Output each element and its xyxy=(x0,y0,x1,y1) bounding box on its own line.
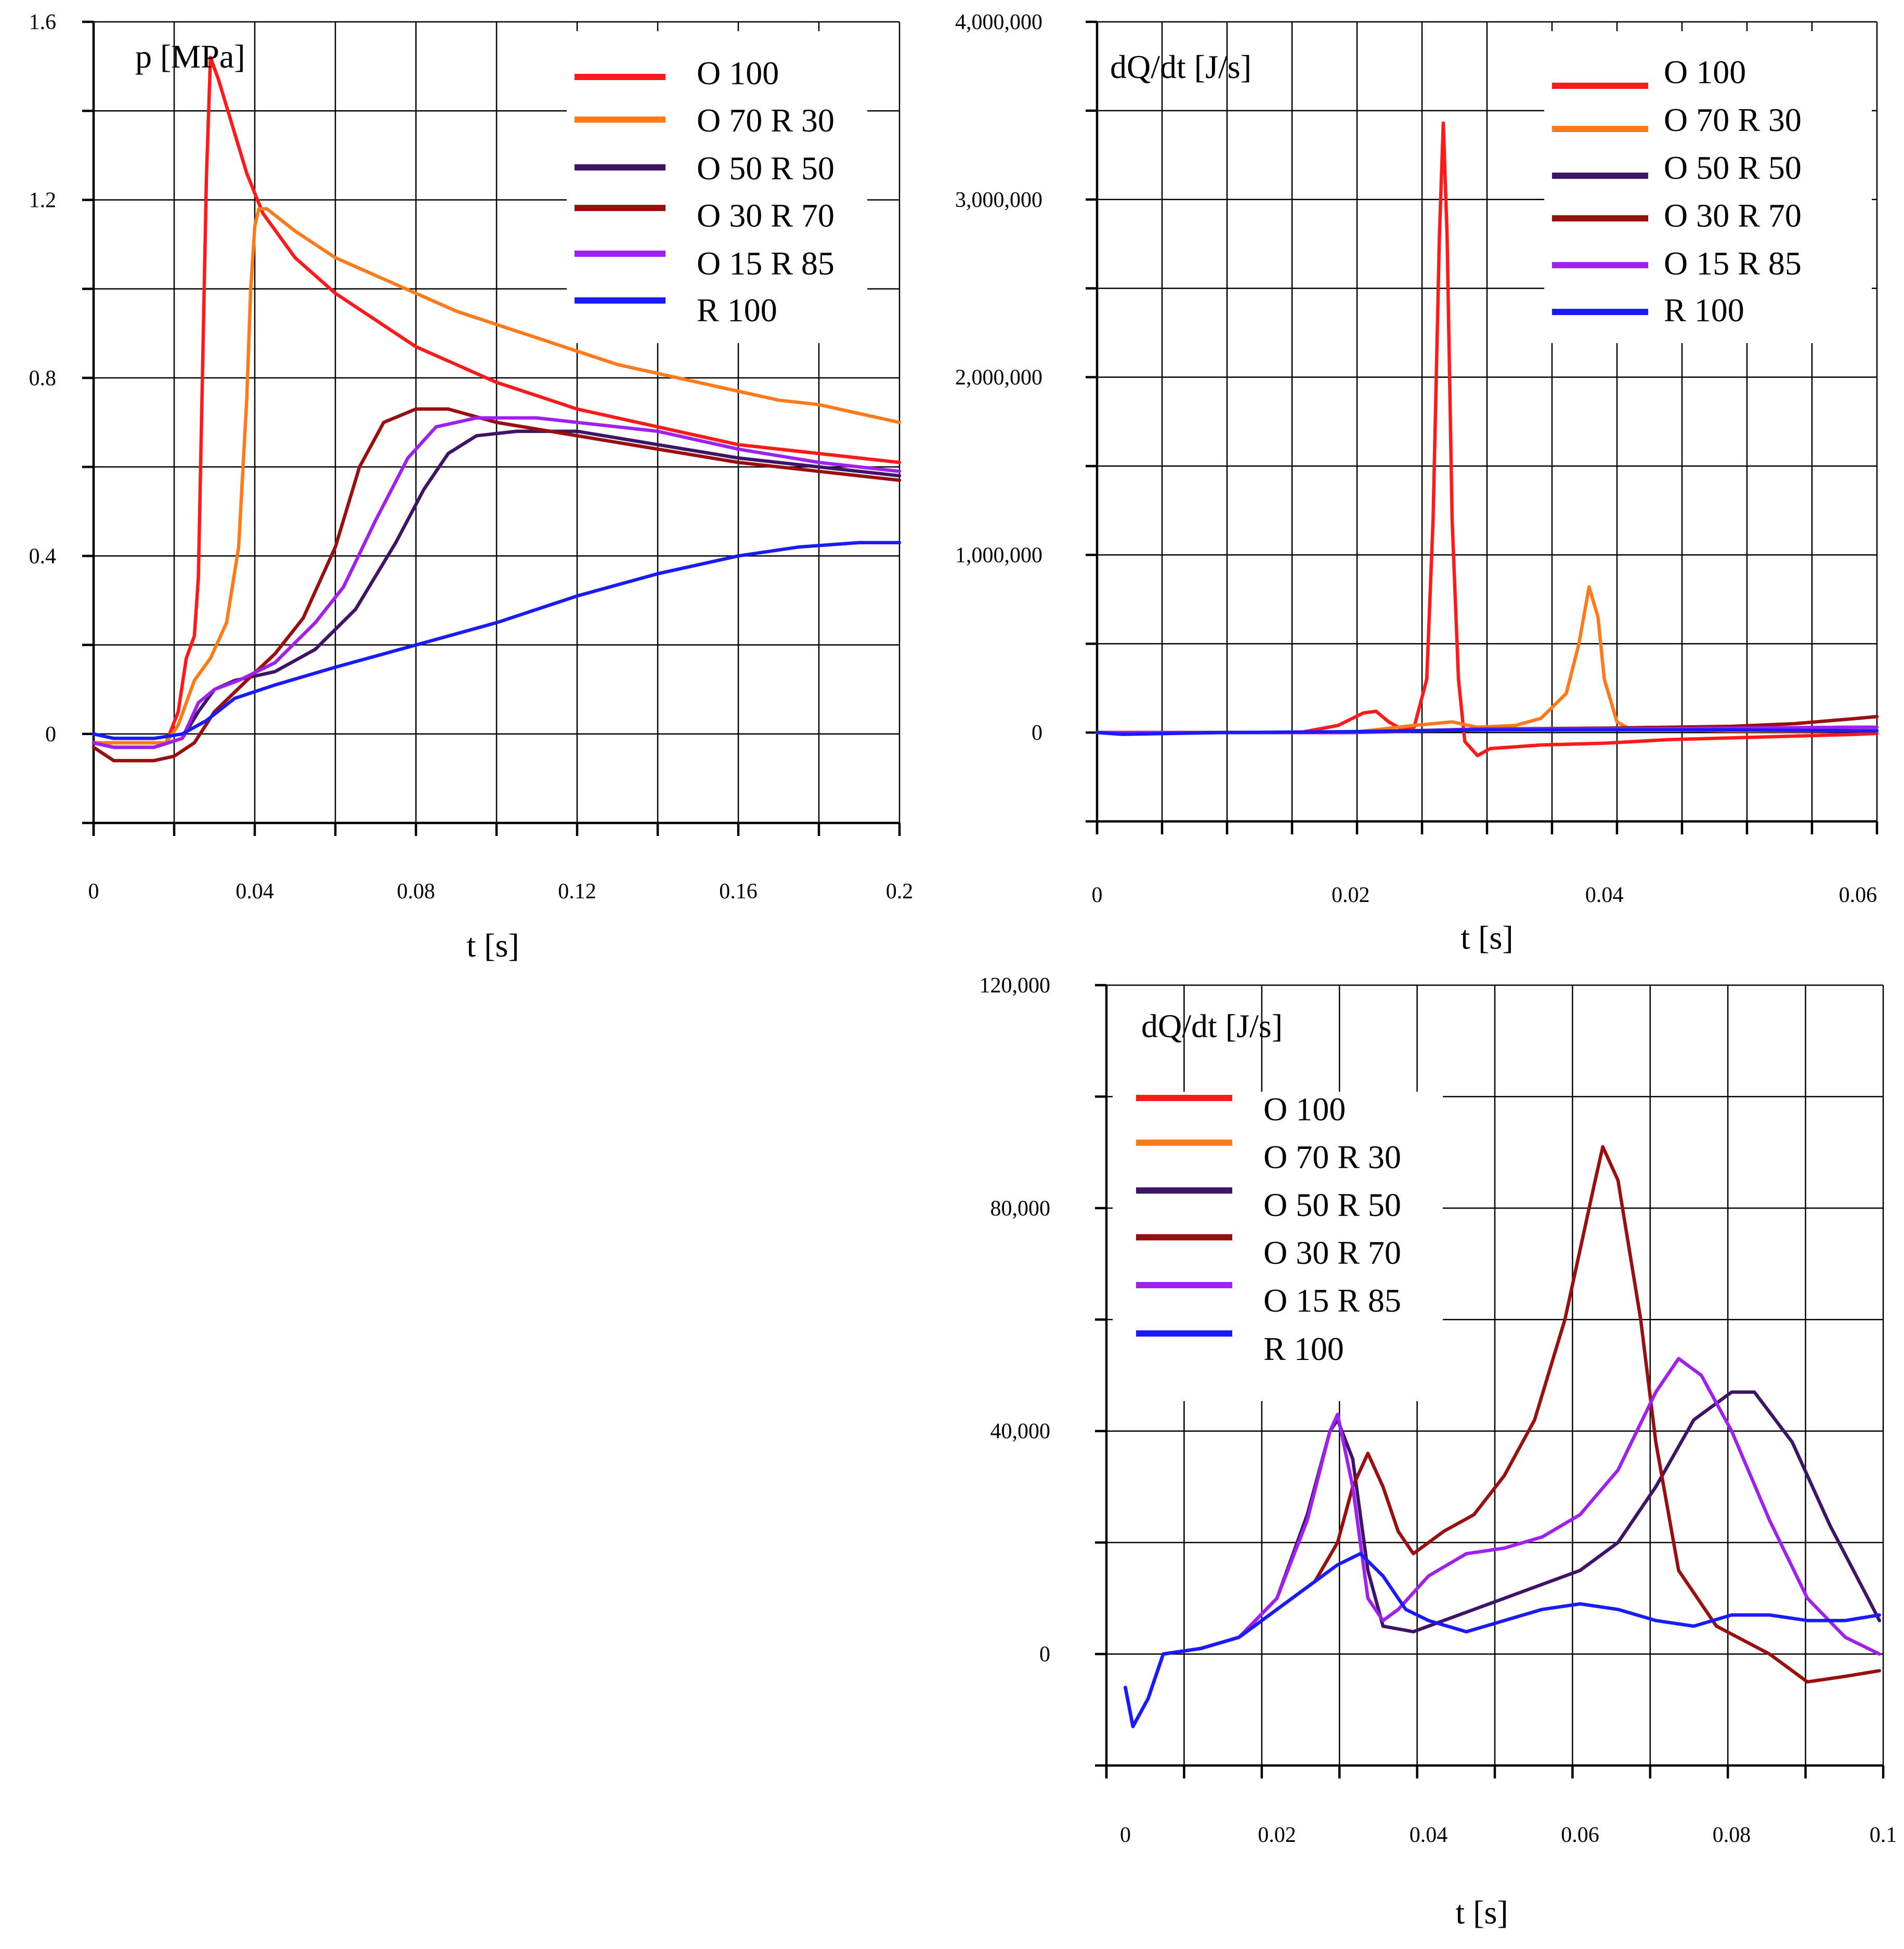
y-tick-label: 80,000 xyxy=(990,1197,1051,1221)
x-tick-label: 0 xyxy=(88,880,99,904)
heat-release-b-ticks: 0 0.02 0.04 0.06 0.08 0.1 0 40,000 80,000 120,000 xyxy=(980,974,1897,1847)
x-tick-label: 0.12 xyxy=(558,880,596,904)
legend-label: O 70 R 30 xyxy=(1263,1139,1401,1175)
pressure-chart: 0 0.04 0.08 0.12 0.16 0.2 0 0.4 0.8 1.2 1.6 p [MPa… xyxy=(29,10,914,964)
legend-entry: O 70 R 30 xyxy=(575,102,834,139)
y-tick-label: 0 xyxy=(1039,1643,1050,1667)
legend-label: O 100 xyxy=(697,55,779,91)
legend-label: O 70 R 30 xyxy=(1664,101,1802,138)
legend-label: O 15 R 85 xyxy=(1263,1282,1401,1319)
y-tick-label: 1.2 xyxy=(29,188,57,212)
heat-release-a-ticks: 0 0.02 0.04 0.06 0 1,000,000 2,000,000 3,000,00… xyxy=(955,10,1877,907)
heat-release-b-plot-area xyxy=(1124,1145,1881,1729)
y-tick-label: 1.6 xyxy=(29,10,57,34)
legend-label: O 100 xyxy=(1263,1091,1346,1128)
pressure-legend-background xyxy=(567,31,867,343)
heat-release-b-gridlines xyxy=(1106,984,1884,1765)
legend-entry: O 50 R 50 xyxy=(1552,149,1802,186)
y-tick-label: 0 xyxy=(1032,721,1042,745)
legend-entry: R 100 xyxy=(1552,292,1744,329)
x-tick-label: 0 xyxy=(1092,883,1103,907)
heat-release-b-axes xyxy=(1095,984,1885,1778)
legend-label: O 70 R 30 xyxy=(697,102,834,139)
heat-release-b-legend: O 100 O 70 R 30 O 50 R 50 O 30 R 70 O 15… xyxy=(1136,1091,1401,1367)
y-tick-label: 0.8 xyxy=(29,367,57,390)
x-tick-label: 0.06 xyxy=(1561,1823,1599,1847)
pressure-ticks: 0 0.04 0.08 0.12 0.16 0.2 0 0.4 0.8 1.2 1.6 xyxy=(29,10,914,904)
legend-label: R 100 xyxy=(1263,1330,1344,1367)
legend-label: O 50 R 50 xyxy=(1263,1186,1401,1223)
y-tick-label: 0 xyxy=(45,723,56,747)
legend-label: O 15 R 85 xyxy=(1664,245,1802,282)
series-line-o-70-r-30 xyxy=(92,207,902,745)
legend-label: O 15 R 85 xyxy=(697,245,834,282)
legend-entry: O 30 R 70 xyxy=(575,197,834,234)
y-tick-label: 120,000 xyxy=(980,974,1051,998)
legend-entry: O 30 R 70 xyxy=(1552,197,1802,234)
legend-entry: O 50 R 50 xyxy=(575,150,834,187)
x-tick-label: 0.02 xyxy=(1258,1823,1296,1847)
legend-entry: R 100 xyxy=(575,292,777,329)
y-tick-label: 3,000,000 xyxy=(955,188,1042,212)
series-line-o-50-r-50 xyxy=(1124,1390,1881,1729)
legend-entry: O 70 R 30 xyxy=(1136,1139,1401,1175)
pressure-x-axis-label: t [s] xyxy=(466,927,519,964)
legend-entry: O 100 xyxy=(1552,54,1746,90)
pressure-axes xyxy=(82,20,901,836)
y-tick-label: 40,000 xyxy=(990,1420,1051,1444)
heat-release-a-y-axis-label: dQ/dt [J/s] xyxy=(1110,48,1251,85)
x-tick-label: 0.02 xyxy=(1332,883,1370,907)
heat-release-b-y-axis-label: dQ/dt [J/s] xyxy=(1141,1008,1283,1044)
legend-label: O 30 R 70 xyxy=(1263,1234,1401,1271)
legend-entry: O 50 R 50 xyxy=(1136,1186,1401,1223)
x-tick-label: 0.08 xyxy=(397,880,435,904)
series-line-o-100 xyxy=(92,56,902,745)
x-tick-label: 0.16 xyxy=(719,880,758,904)
series-line-r-100 xyxy=(1124,1552,1881,1729)
x-tick-label: 0 xyxy=(1120,1823,1131,1847)
y-tick-label: 4,000,000 xyxy=(955,10,1042,34)
heat-release-a-plot-area xyxy=(1095,121,1879,757)
series-line-o-30-r-70 xyxy=(92,407,902,763)
x-tick-label: 0.04 xyxy=(236,880,274,904)
heat-release-a-axes xyxy=(1086,20,1879,834)
legend-entry: O 100 xyxy=(575,55,779,91)
heat-release-b-chart: 0 0.02 0.04 0.06 0.08 0.1 0 40,000 80,000 120,000… xyxy=(980,974,1897,1931)
legend-label: O 30 R 70 xyxy=(1664,197,1802,234)
y-tick-label: 1,000,000 xyxy=(955,543,1042,567)
series-line-o-100 xyxy=(1095,121,1879,757)
pressure-plot-area xyxy=(92,56,902,763)
legend-label: O 50 R 50 xyxy=(697,150,834,187)
heat-release-a-legend: O 100 O 70 R 30 O 50 R 50 O 30 R 70 O 15… xyxy=(1552,54,1802,329)
legend-entry: O 70 R 30 xyxy=(1552,101,1802,138)
pressure-legend: O 100 O 70 R 30 O 50 R 50 O 30 R 70 O 15… xyxy=(575,55,834,329)
x-tick-label: 0.08 xyxy=(1713,1823,1751,1847)
heat-release-b-x-axis-label: t [s] xyxy=(1455,1894,1508,1931)
legend-label: O 30 R 70 xyxy=(697,197,834,234)
legend-entry: O 15 R 85 xyxy=(1552,245,1802,282)
legend-label: R 100 xyxy=(697,292,777,329)
legend-entry: O 30 R 70 xyxy=(1136,1234,1401,1271)
legend-entry: O 100 xyxy=(1136,1091,1346,1128)
heat-release-a-x-axis-label: t [s] xyxy=(1460,919,1513,956)
legend-entry: R 100 xyxy=(1136,1330,1344,1367)
x-tick-label: 0.2 xyxy=(886,880,914,904)
x-tick-label: 0.1 xyxy=(1870,1823,1897,1847)
x-tick-label: 0.04 xyxy=(1585,883,1624,907)
x-tick-label: 0.06 xyxy=(1839,883,1877,907)
legend-label: O 50 R 50 xyxy=(1664,149,1802,186)
legend-entry: O 15 R 85 xyxy=(575,245,834,282)
legend-label: O 100 xyxy=(1664,54,1746,90)
legend-entry: O 15 R 85 xyxy=(1136,1282,1401,1319)
heat-release-a-chart: 0 0.02 0.04 0.06 0 1,000,000 2,000,000 3,000,00… xyxy=(955,10,1879,956)
x-tick-label: 0.04 xyxy=(1410,1823,1448,1847)
pressure-y-axis-label: p [MPa] xyxy=(135,38,245,75)
y-tick-label: 0.4 xyxy=(29,544,57,568)
series-line-r-100 xyxy=(92,541,902,740)
legend-label: R 100 xyxy=(1664,292,1744,329)
y-tick-label: 2,000,000 xyxy=(955,366,1042,390)
series-line-r-100 xyxy=(1095,728,1879,736)
